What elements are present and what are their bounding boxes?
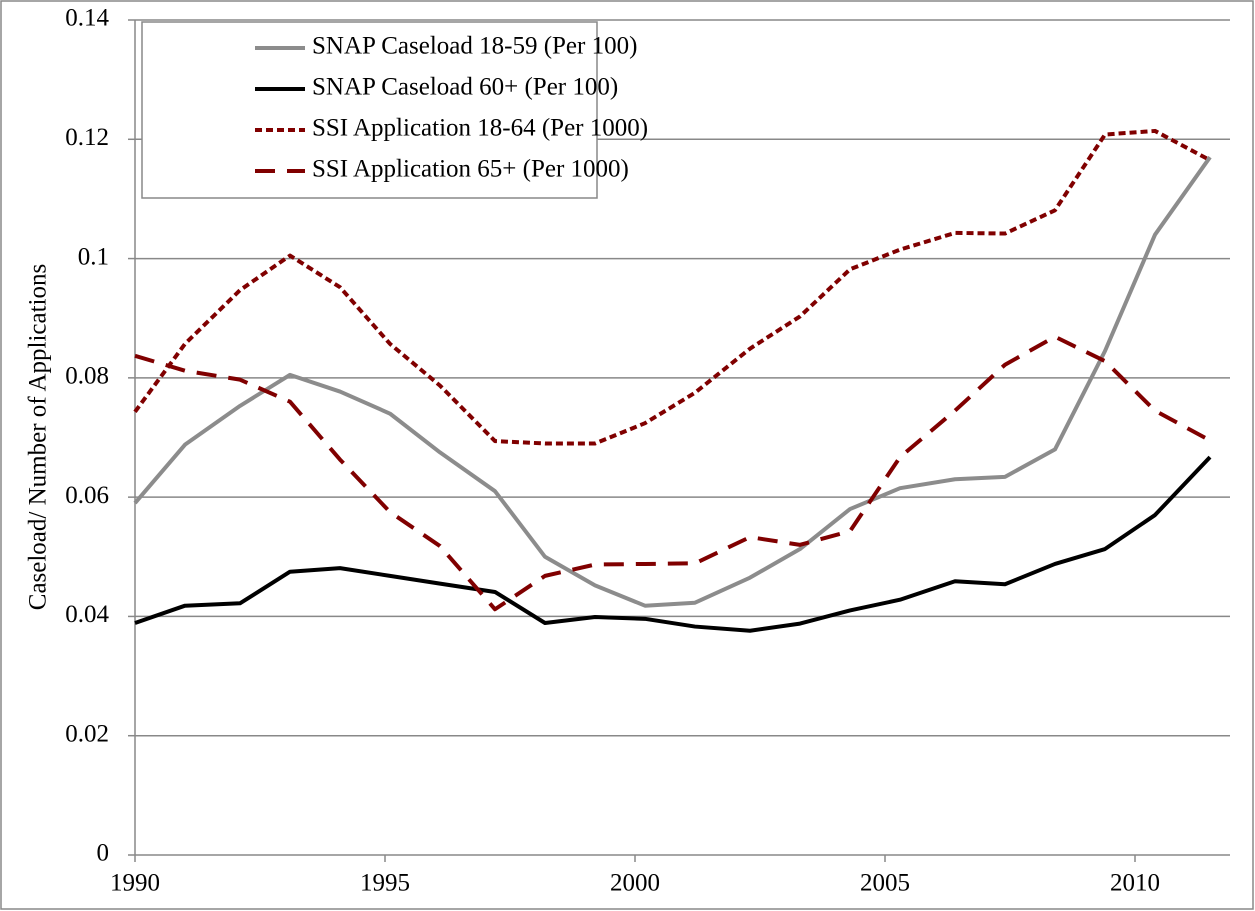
legend-label: SNAP Caseload 60+ (Per 100): [312, 74, 618, 101]
y-tick-label: 0.02: [65, 720, 109, 747]
x-tick-label: 1995: [360, 870, 410, 897]
y-tick-label: 0.12: [65, 124, 109, 151]
y-tick-label: 0.06: [65, 482, 109, 509]
x-tick-label: 2010: [1110, 870, 1160, 897]
legend-label: SNAP Caseload 18-59 (Per 100): [312, 33, 637, 60]
series-line: [134, 334, 1211, 612]
x-tick-label: 2005: [860, 870, 910, 897]
legend-box: [141, 21, 598, 199]
x-tick-label: 1990: [110, 870, 160, 897]
series-line: [133, 128, 1211, 446]
y-axis-label: Caseload/ Number of Applications: [25, 264, 52, 610]
series-line: [133, 156, 1212, 608]
y-tick-label: 0.08: [65, 363, 109, 390]
y-tick-label: 0: [97, 840, 110, 867]
series-line: [134, 455, 1212, 633]
legend-label: SSI Application 65+ (Per 1000): [312, 156, 629, 183]
legend-label: SSI Application 18-64 (Per 1000): [312, 115, 648, 142]
x-tick-label: 2000: [610, 870, 660, 897]
y-tick-label: 0.1: [78, 243, 109, 270]
y-tick-label: 0.14: [65, 5, 109, 32]
y-tick-label: 0.04: [65, 601, 109, 628]
